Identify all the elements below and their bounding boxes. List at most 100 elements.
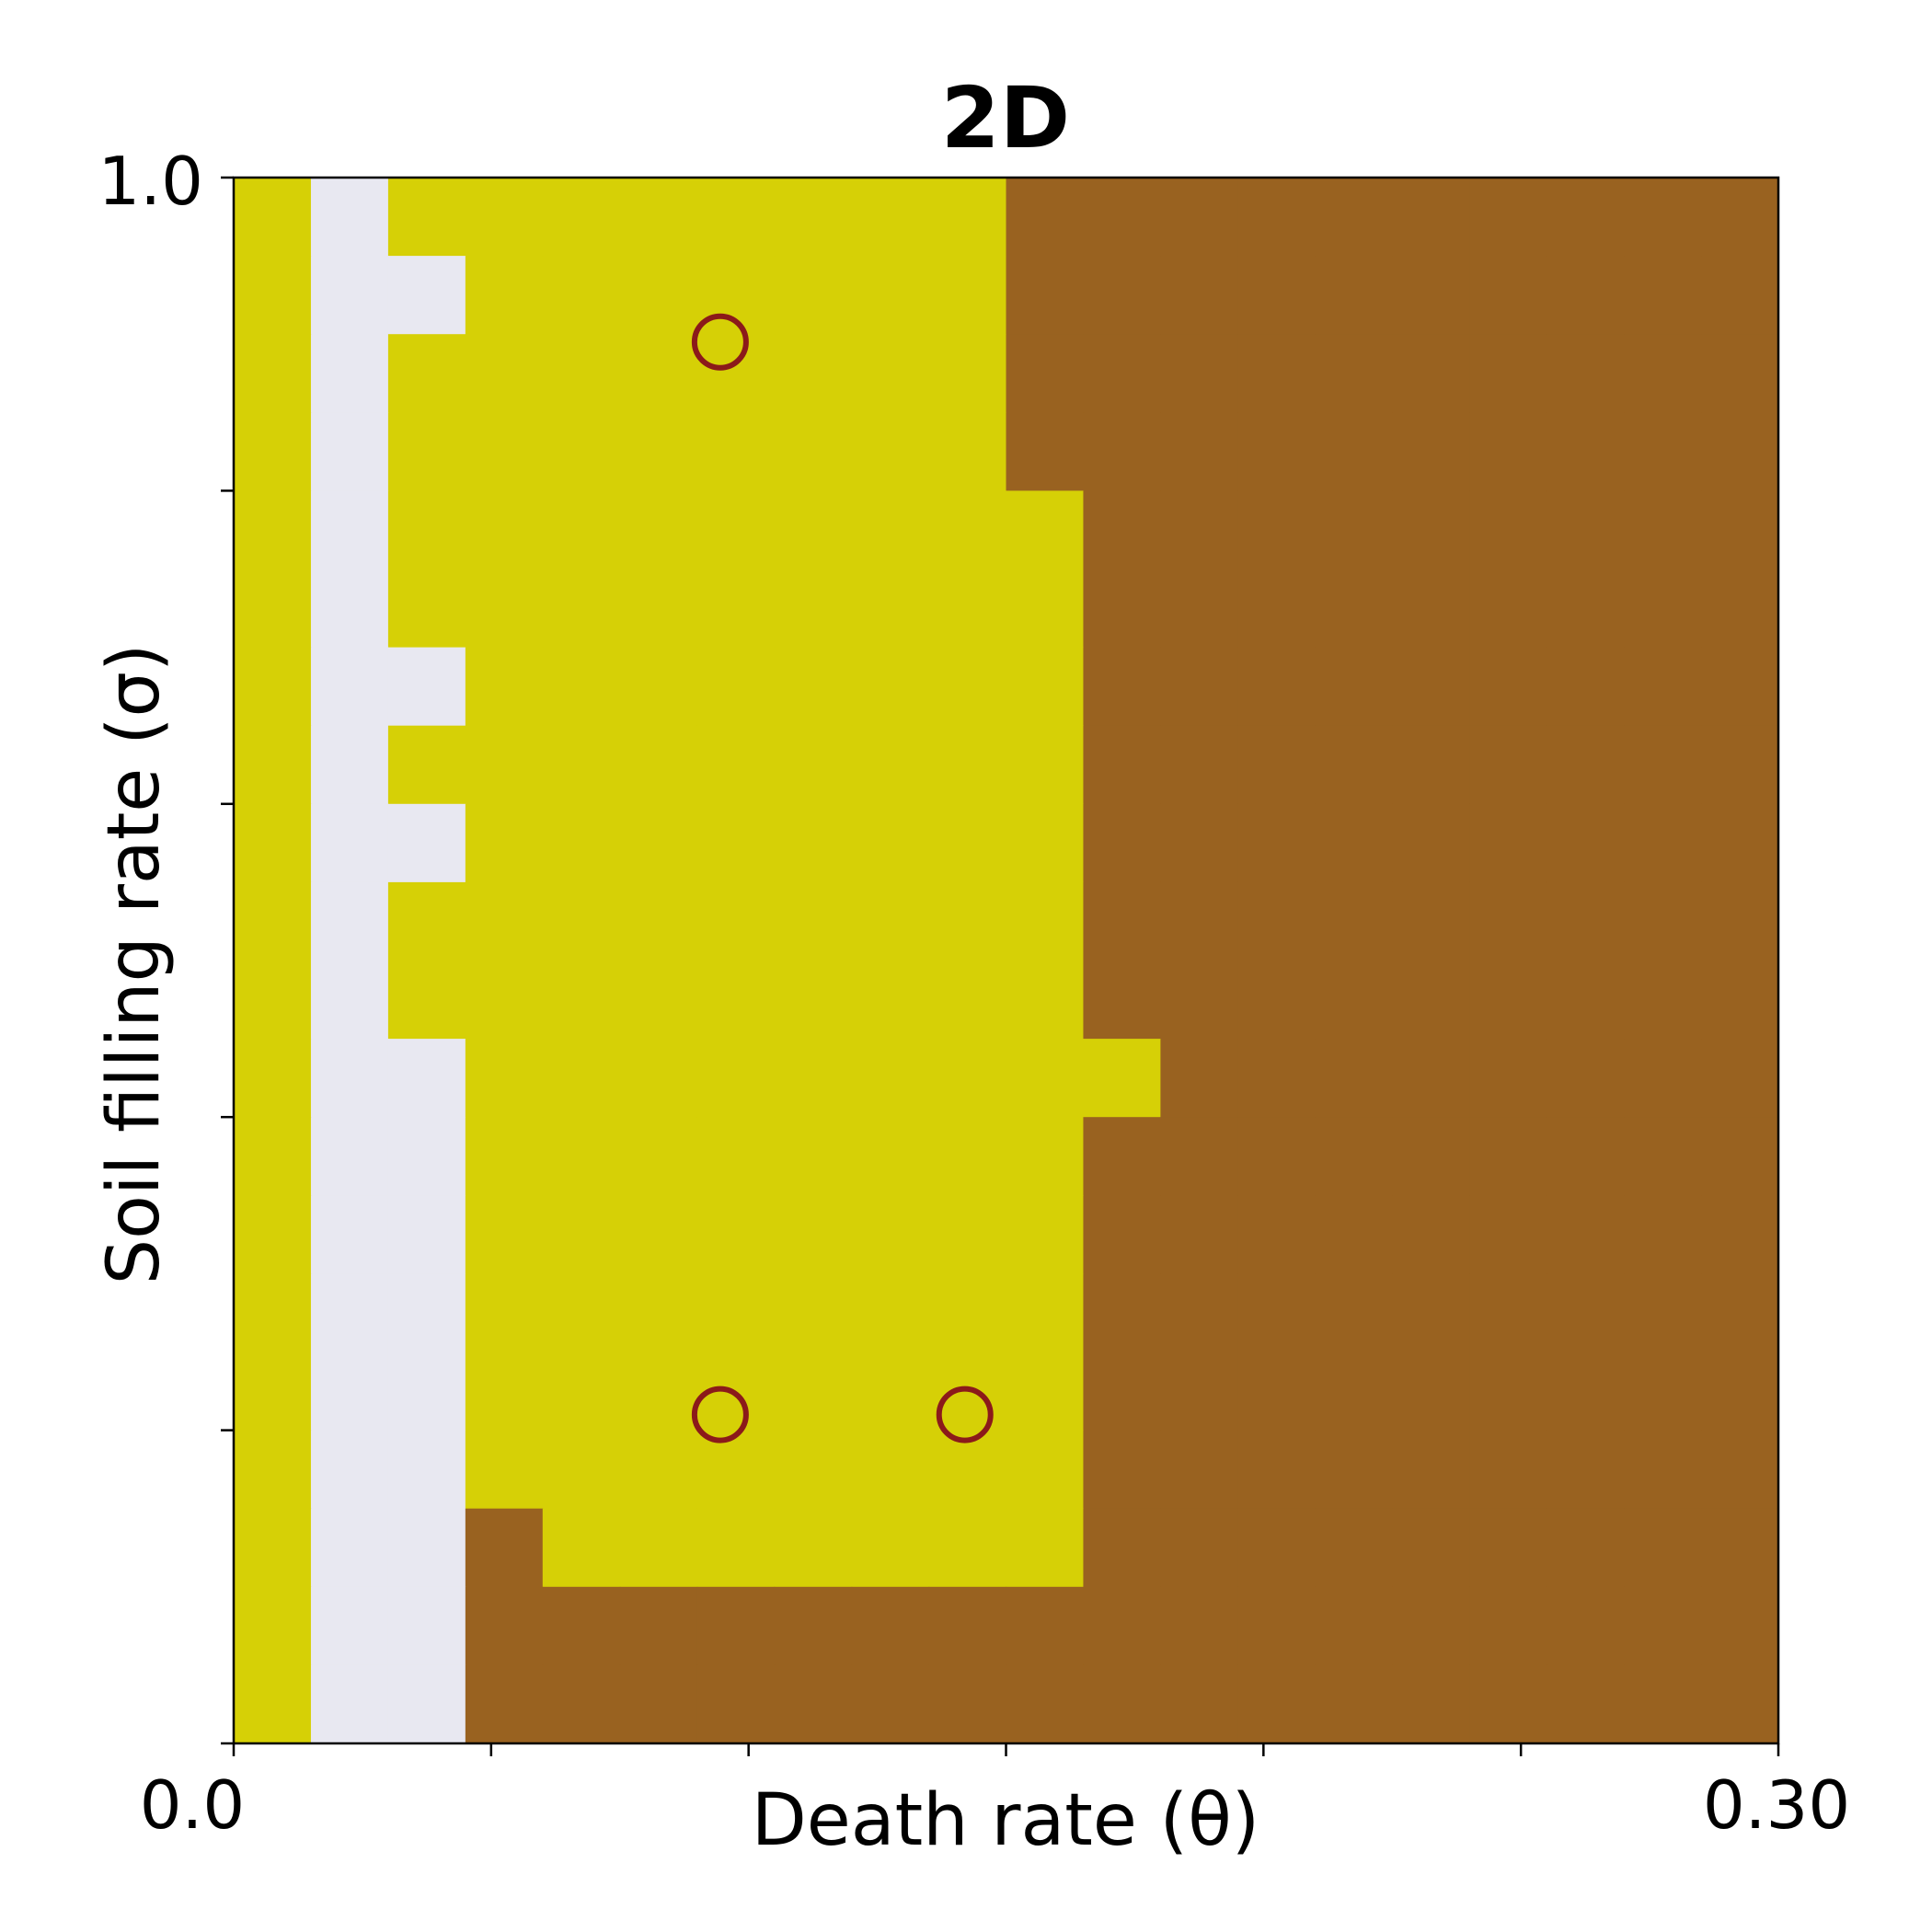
heatmap-cell <box>234 1117 312 1196</box>
heatmap-cell <box>1083 256 1161 335</box>
heatmap-cell <box>1469 725 1547 805</box>
heatmap-cell <box>774 178 853 257</box>
heatmap-cell <box>234 1508 312 1588</box>
heatmap-cell <box>774 490 853 570</box>
heatmap-cell <box>1701 1664 1779 1744</box>
heatmap-cell <box>1237 960 1316 1040</box>
heatmap-cell <box>465 412 544 491</box>
heatmap-cell <box>1006 569 1085 649</box>
heatmap-cell <box>1701 881 1779 961</box>
heatmap-cell <box>1469 1039 1547 1118</box>
heatmap-cell <box>1701 1430 1779 1510</box>
heatmap-cell <box>851 490 930 570</box>
heatmap-cell <box>1624 960 1702 1040</box>
heatmap-cell <box>851 881 930 961</box>
heatmap-cell <box>387 1664 466 1744</box>
heatmap-cell <box>1006 1430 1085 1510</box>
heatmap-cell <box>310 1117 389 1196</box>
heatmap-cell <box>310 1586 389 1666</box>
heatmap-cell <box>1547 725 1625 805</box>
heatmap-cell <box>1160 1039 1238 1118</box>
heatmap-cell <box>928 1273 1007 1353</box>
heatmap-cell <box>465 803 544 883</box>
heatmap-cell <box>1315 1586 1393 1666</box>
heatmap-cell <box>619 1039 698 1118</box>
marker-point <box>936 1386 994 1443</box>
heatmap-cell <box>1315 1039 1393 1118</box>
heatmap-cell <box>465 256 544 335</box>
heatmap-cell <box>542 1351 621 1432</box>
heatmap-cell <box>851 178 930 257</box>
heatmap-cell <box>1160 569 1238 649</box>
heatmap-cell <box>1701 1273 1779 1353</box>
heatmap-cell <box>542 569 621 649</box>
heatmap-cell <box>1237 1430 1316 1510</box>
heatmap-cell <box>774 1586 853 1666</box>
heatmap-cell <box>928 960 1007 1040</box>
heatmap-cell <box>1083 1273 1161 1353</box>
heatmap-cell <box>1237 490 1316 570</box>
heatmap-cell <box>1469 881 1547 961</box>
heatmap-cell <box>696 490 776 570</box>
heatmap-cell <box>1624 1039 1702 1118</box>
heatmap-cell <box>234 178 312 257</box>
heatmap-cell <box>1083 803 1161 883</box>
heatmap-cell <box>851 647 930 727</box>
heatmap-cell <box>465 1117 544 1196</box>
heatmap-cell <box>1469 1586 1547 1666</box>
heatmap-cell <box>1547 960 1625 1040</box>
heatmap-cell <box>1701 1195 1779 1274</box>
heatmap-cell <box>234 1195 312 1274</box>
heatmap-cell <box>310 960 389 1040</box>
heatmap-cell <box>696 1195 776 1274</box>
heatmap-cell <box>1315 647 1393 727</box>
heatmap-cell <box>1624 1664 1702 1744</box>
heatmap-cell <box>696 1586 776 1666</box>
heatmap-cell <box>465 1508 544 1588</box>
heatmap-cell <box>1160 334 1238 413</box>
heatmap-cell <box>1547 1351 1625 1432</box>
heatmap-cell <box>310 1430 389 1510</box>
heatmap-cell <box>1701 960 1779 1040</box>
heatmap-cell <box>1237 178 1316 257</box>
heatmap-cell <box>851 1117 930 1196</box>
heatmap-cell <box>310 1508 389 1588</box>
heatmap-cell <box>310 1664 389 1744</box>
heatmap-cell <box>1547 1430 1625 1510</box>
heatmap-cell <box>1547 256 1625 335</box>
heatmap-cell <box>696 1508 776 1588</box>
heatmap-cell <box>1624 1273 1702 1353</box>
heatmap-cell <box>1315 178 1393 257</box>
heatmap-cell <box>387 1039 466 1118</box>
heatmap-cell <box>1701 647 1779 727</box>
heatmap-cell <box>542 1664 621 1744</box>
heatmap-cell <box>1315 256 1393 335</box>
heatmap-cell <box>234 803 312 883</box>
heatmap-cell <box>1624 1195 1702 1274</box>
heatmap-cell <box>1083 1430 1161 1510</box>
heatmap-cell <box>542 1039 621 1118</box>
heatmap-cell <box>1469 1117 1547 1196</box>
heatmap-cell <box>1624 725 1702 805</box>
heatmap-cell <box>234 881 312 961</box>
x-tick-label-min: 0.0 <box>140 1766 246 1844</box>
heatmap-cell <box>928 490 1007 570</box>
heatmap-cell <box>619 881 698 961</box>
heatmap-cell <box>1547 334 1625 413</box>
heatmap-cell <box>696 1039 776 1118</box>
y-axis-label: Soil filling rate (σ) <box>93 644 176 1285</box>
heatmap-cell <box>1237 803 1316 883</box>
heatmap-cell <box>928 334 1007 413</box>
heatmap-cell <box>1237 1117 1316 1196</box>
heatmap-cell <box>1469 803 1547 883</box>
heatmap-cell <box>851 1195 930 1274</box>
heatmap-cell <box>1006 881 1085 961</box>
heatmap-cell <box>234 960 312 1040</box>
heatmap-cell <box>1392 1117 1470 1196</box>
heatmap-cell <box>387 569 466 649</box>
heatmap-cell <box>619 1430 698 1510</box>
heatmap-cell <box>696 960 776 1040</box>
heatmap-cell <box>696 647 776 727</box>
heatmap-cell <box>1315 960 1393 1040</box>
